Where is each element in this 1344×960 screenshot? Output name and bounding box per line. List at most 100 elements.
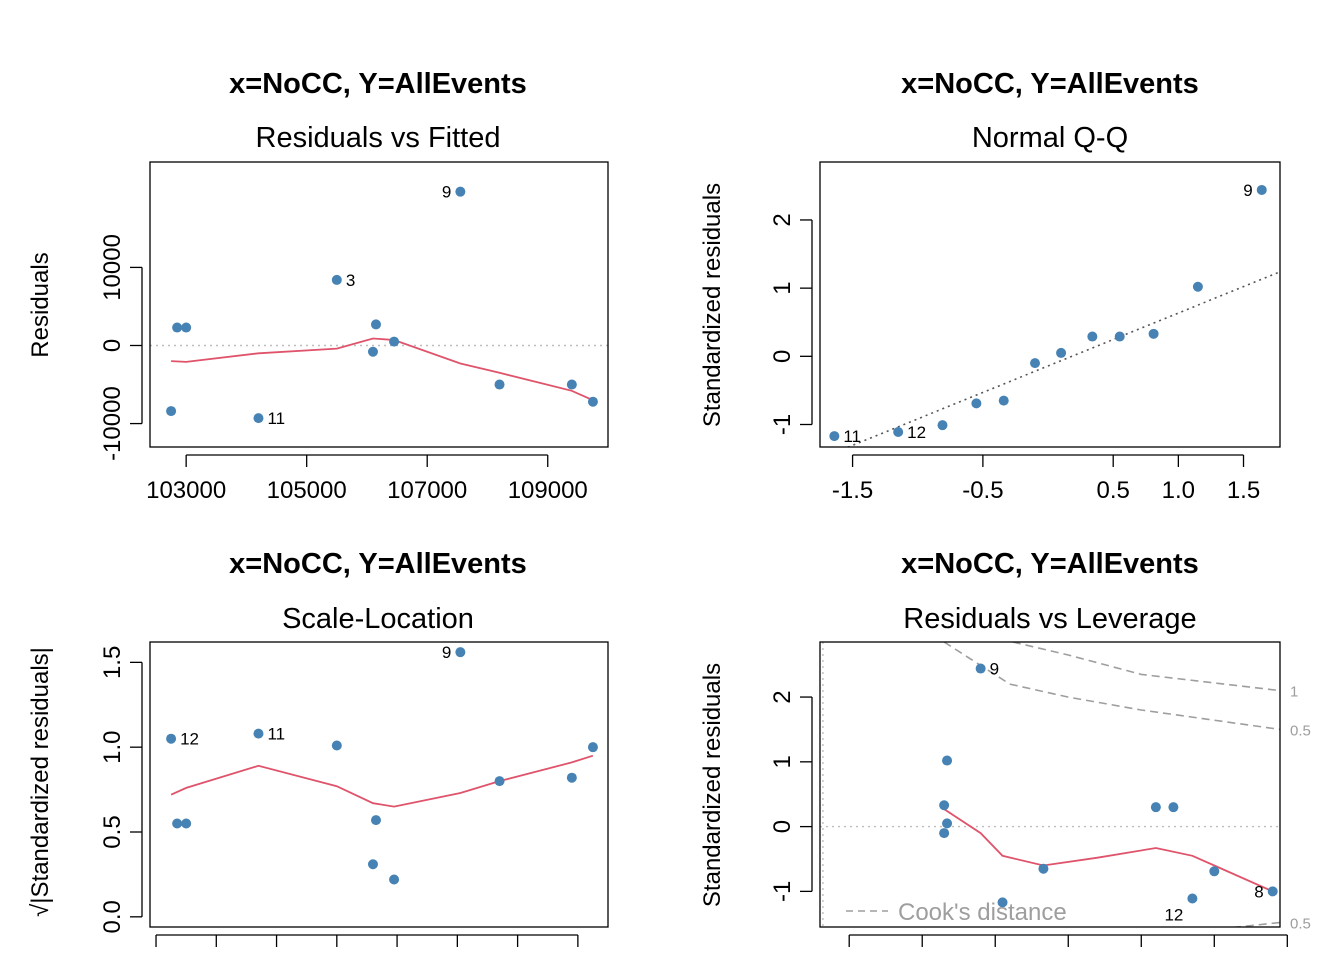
panel-1-point-7 [370,319,381,330]
panel-4-cooks-contour-label-1: 1 [1290,684,1298,701]
panel-3-point-11 [566,772,577,783]
panel-4-smoother-line [943,808,1274,893]
panel-1-point-9 [455,186,466,197]
panel-2-y-tick-label-2: 0 [769,350,796,363]
panel-3-point-10 [494,776,505,787]
panel-3-smoother-line [170,754,594,808]
panel-3-y-tick-label-2: 0.5 [99,815,126,848]
panel-2-point-label-12: 12 [907,423,926,442]
panel-1-frame [149,161,609,448]
panel-4-point-label-8: 8 [1254,882,1263,901]
panel-3-point-3 [181,818,192,829]
panel-1-plot-area: 11 3 9 103000 105000 107000 109000 -10000 0 10000 [99,183,608,504]
panel-2-point-2 [893,427,904,437]
panel-2-y-tick-label-3: 1 [769,281,796,294]
panel-1-clipped-group [150,337,608,402]
panel-2-title: x=NoCC, Y=AllEvents [901,68,1199,100]
panel-2-point-11 [1192,281,1203,292]
panel-3-point-5 [331,740,342,751]
panel-3-y-tick-label-4: 1.5 [99,646,126,679]
panel-4-point-5 [939,828,950,839]
panel-3-point-6 [367,859,378,870]
panel-3-point-label-12: 12 [180,730,199,749]
panel-2-x-tick-label-3: 0.5 [1097,477,1130,504]
panel-1-point-8 [389,336,400,347]
panel-2-x-tick-label-5: 1.5 [1227,477,1260,504]
panel-3-point-9 [455,647,466,658]
panel-3-y-tick-label-1: 0.0 [99,900,126,933]
panel-1-title: x=NoCC, Y=AllEvents [229,68,527,100]
panel-3-title: x=NoCC, Y=AllEvents [229,548,527,580]
panel-4-point-11 [1209,866,1220,877]
panel-scale-location: x=NoCC, Y=AllEvents Scale-Location √|Sta… [27,548,609,947]
panel-2-point-6 [1030,358,1041,369]
panel-residuals-vs-leverage: x=NoCC, Y=AllEvents Residuals vs Leverag… [699,548,1311,947]
panel-2-y-axis-label: Standardized residuals [699,183,726,427]
panel-2-point-3 [937,420,948,431]
panel-1-x-tick-label-4: 109000 [508,477,588,504]
panel-3-plot-area: 12 11 9 0.0 0.5 1.0 1.5 [99,643,598,947]
panel-1-point-12 [587,396,598,407]
panel-4-point-1 [975,663,986,674]
panel-2-point-9 [1114,331,1125,342]
panel-1-x-tick-label-3: 107000 [387,477,467,504]
panel-4-point-label-12: 12 [1164,906,1183,925]
panel-1-y-tick-label-1: -10000 [99,386,126,461]
panel-2-point-4 [971,398,982,409]
panel-3-point-7 [370,815,381,826]
panel-4-point-9 [1168,802,1179,813]
panel-1-point-2 [172,322,183,333]
panel-1-point-label-3: 3 [346,271,355,290]
panel-1-y-axis-label: Residuals [27,252,54,357]
panel-1-point-11 [566,379,577,390]
panel-4-point-8 [1150,802,1161,813]
panel-2-frame [819,161,1281,448]
panel-4-point-7 [1038,863,1049,874]
panel-4-point-2 [942,755,953,766]
panel-4-cooks-contour-2 [943,642,1280,731]
panel-3-subtitle: Scale-Location [282,603,474,635]
panel-2-point-label-11: 11 [843,427,861,446]
panel-4-y-tick-label-3: 1 [769,755,796,768]
panel-1-point-1 [166,406,177,417]
panel-3-point-12 [587,742,598,753]
panel-4-point-4 [942,818,953,829]
panel-2-point-label-9: 9 [1243,181,1252,200]
panel-2-point-10 [1148,328,1159,339]
panel-3-point-label-9: 9 [442,643,451,662]
panel-1-point-3 [181,322,192,333]
panel-4-point-12 [1267,886,1278,897]
panel-3-frame [149,641,609,928]
panel-4-cooks-contour-3 [1229,921,1280,927]
panel-2-point-7 [1056,347,1067,358]
panel-4-frame [819,641,1281,928]
cooks-distance-legend-label: Cook's distance [898,899,1067,926]
panel-4-point-10 [1187,893,1198,904]
panel-4-y-tick-label-1: -1 [769,881,796,902]
panel-4-y-tick-label-4: 2 [769,690,796,703]
panel-residuals-vs-fitted: x=NoCC, Y=AllEvents Residuals vs Fitted … [27,68,609,504]
panel-1-point-10 [494,379,505,390]
panel-4-cooks-contour-1 [1012,642,1280,692]
panel-2-point-5 [998,395,1009,406]
panel-4-point-6 [997,897,1008,908]
panel-2-clipped-group [846,271,1280,447]
panel-2-qq-reference-line [846,271,1280,447]
panel-3-y-tick-label-3: 1.0 [99,730,126,763]
panel-3-point-8 [389,874,400,885]
panel-4-point-label-9: 9 [990,660,999,679]
panel-4-point-3 [939,800,950,811]
panel-2-x-tick-label-2: -0.5 [962,477,1003,504]
panel-2-subtitle: Normal Q-Q [972,122,1128,154]
panel-3-point-4 [253,728,264,739]
panel-1-point-6 [367,346,378,357]
panel-2-point-1 [829,431,840,442]
panel-1-x-tick-label-2: 105000 [267,477,347,504]
panel-4-y-tick-label-2: 0 [769,820,796,833]
panel-1-point-label-11: 11 [267,409,285,428]
cooks-distance-legend: Cook's distance [846,899,1067,926]
panel-1-smoother-line [171,337,594,402]
panel-2-point-12 [1256,184,1267,195]
